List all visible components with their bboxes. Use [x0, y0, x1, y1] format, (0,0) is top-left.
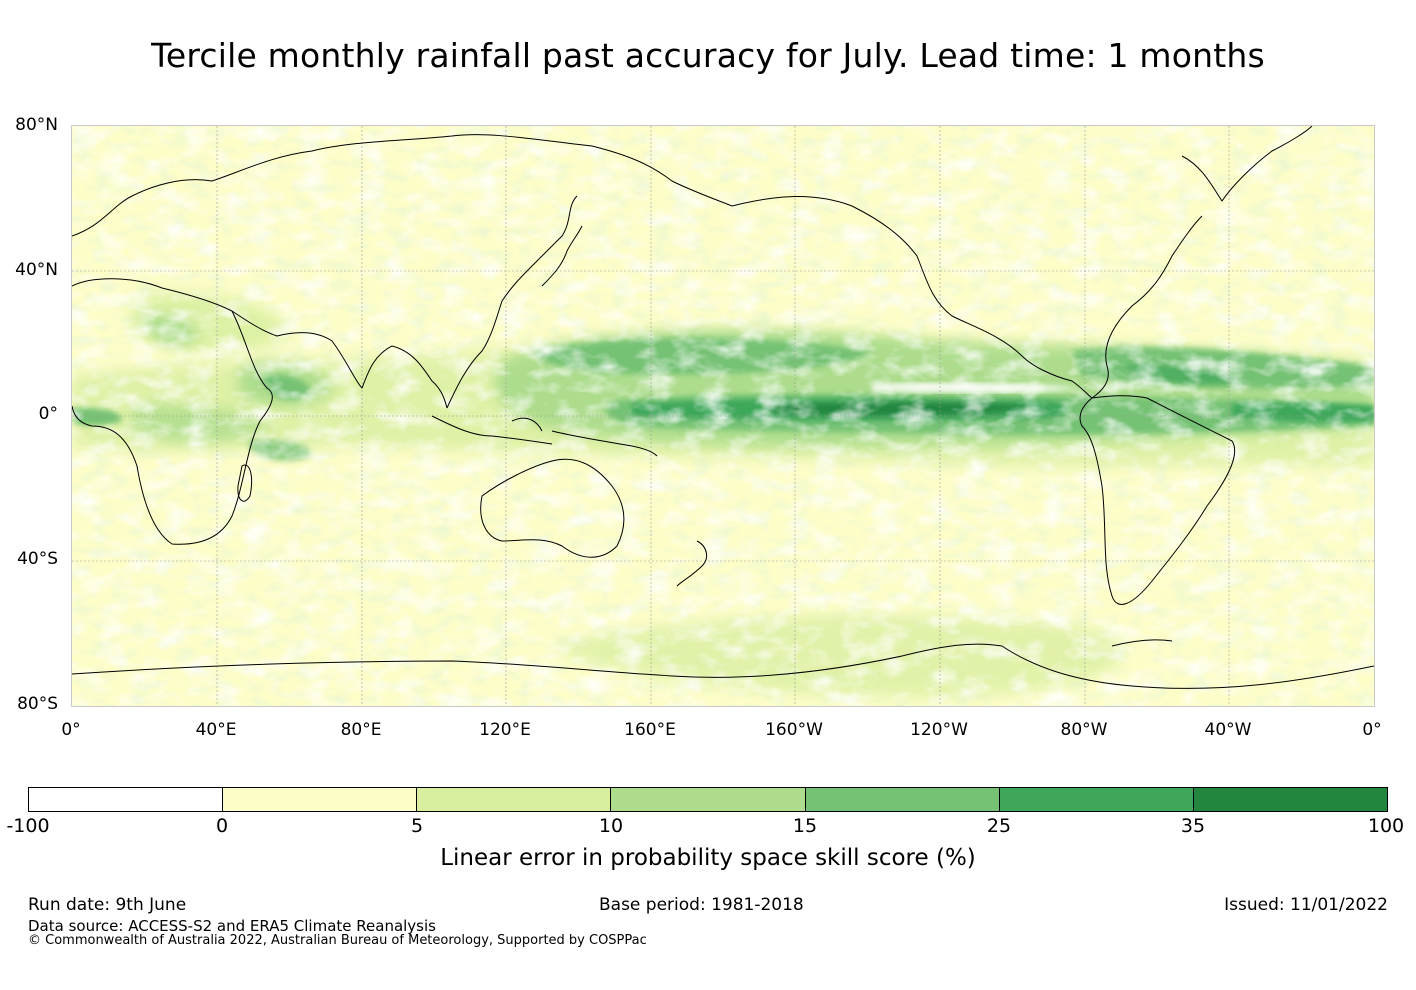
north-america-east-coast [1091, 215, 1203, 399]
indonesia-coast [431, 415, 553, 445]
lon-label-160e: 160°E [624, 720, 676, 740]
lat-label-0: 0° [38, 404, 58, 424]
lon-label-160w: 160°W [765, 720, 823, 740]
east-asia-coast [446, 195, 578, 409]
borneo-coast [511, 417, 543, 432]
lon-label-40w: 40°W [1204, 720, 1252, 740]
africa-coast [72, 278, 273, 545]
japan-coast [541, 225, 583, 287]
white-patch [872, 382, 1082, 393]
greenland-coast [1181, 126, 1313, 202]
chart-title: Tercile monthly rainfall past accuracy f… [151, 36, 1265, 75]
colorbar-label: Linear error in probability space skill … [440, 845, 976, 871]
issued-date: Issued: 11/01/2022 [1224, 895, 1388, 915]
australia-coast [480, 458, 625, 558]
madagascar-coast [237, 464, 253, 502]
colorbar-tick: 35 [1180, 815, 1206, 837]
antarctica-coast [72, 643, 1374, 689]
coastlines [72, 126, 1374, 689]
run-date: Run date: 9th June [28, 895, 187, 915]
lon-label-80w: 80°W [1060, 720, 1108, 740]
new-zealand-coast [676, 540, 708, 587]
colorbar-tick: 100 [1367, 815, 1405, 837]
antarctic-peninsula-coast [1111, 639, 1173, 647]
colorbar-segment [417, 788, 612, 811]
gridlines [72, 126, 1374, 706]
colorbar-segment [223, 788, 418, 811]
lon-label-0-west: 0° [61, 720, 81, 740]
lon-label-40e: 40°E [195, 720, 237, 740]
south-america-coast [1079, 395, 1236, 605]
lon-label-80e: 80°E [340, 720, 382, 740]
lon-label-120e: 120°E [479, 720, 531, 740]
south-asia-coast [231, 310, 448, 409]
skill-score-map [71, 125, 1375, 707]
copyright: © Commonwealth of Australia 2022, Austra… [28, 933, 647, 948]
colorbar-tick: 15 [792, 815, 818, 837]
lat-label-40s: 40°S [17, 549, 58, 569]
colorbar-tick: 10 [598, 815, 624, 837]
colorbar-tick: 25 [986, 815, 1012, 837]
lat-label-40n: 40°N [15, 260, 58, 280]
colorbar-segment [611, 788, 806, 811]
negative-skill-pattern [72, 126, 1374, 706]
eurasia-north-coast [72, 134, 733, 237]
base-period: Base period: 1981-2018 [599, 895, 804, 915]
colorbar-segment [999, 788, 1194, 811]
data-source: Data source: ACCESS-S2 and ERA5 Climate … [28, 917, 436, 935]
lon-label-0-east: 0° [1362, 720, 1382, 740]
colorbar-tick: 0 [215, 815, 229, 837]
lon-label-120w: 120°W [910, 720, 968, 740]
colorbar [28, 787, 1388, 812]
lat-label-80s: 80°S [17, 694, 58, 714]
colorbar-segment [29, 788, 224, 811]
north-america-west-coast [731, 196, 1093, 399]
colorbar-segment [805, 788, 1000, 811]
colorbar-tick: -100 [6, 815, 50, 837]
colorbar-tick: 5 [410, 815, 424, 837]
lat-label-80n: 80°N [15, 115, 58, 135]
colorbar-segment [1193, 788, 1387, 811]
new-guinea-coast [551, 430, 658, 457]
map-canvas [72, 126, 1374, 706]
